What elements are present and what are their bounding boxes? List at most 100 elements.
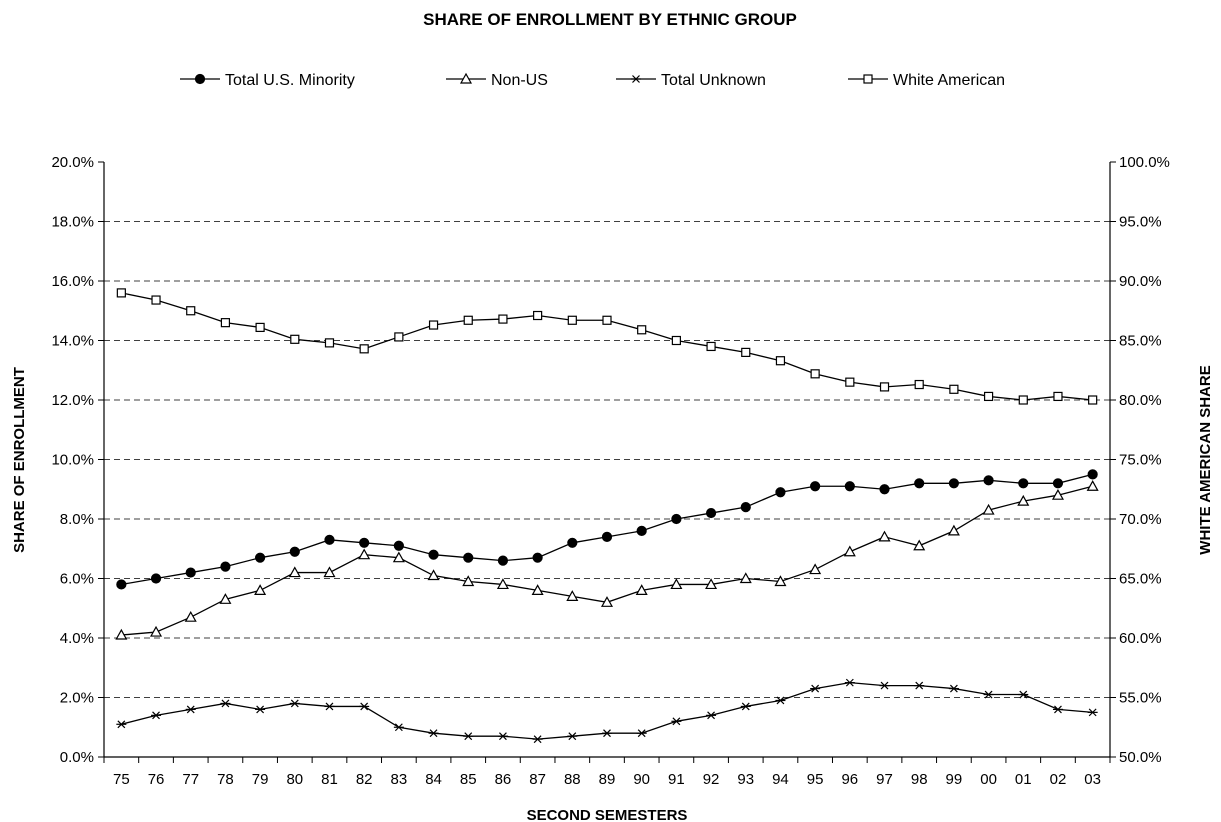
x-tick-label: 86	[495, 771, 512, 788]
y-tick-label: 8.0%	[60, 511, 94, 528]
data-point-non-us	[150, 625, 163, 637]
y-tick-label: 20.0%	[51, 154, 94, 171]
legend-item-white-american: White American	[848, 72, 1005, 89]
data-point-total-unknown	[185, 705, 196, 714]
data-point-total-u-s-minority	[879, 484, 890, 495]
data-point-white-american	[810, 369, 820, 379]
y-tick-label: 12.0%	[51, 392, 94, 409]
data-point-white-american	[220, 318, 231, 328]
data-point-white-american	[1053, 391, 1063, 402]
x-tick-label: 90	[633, 771, 650, 788]
data-point-total-unknown	[844, 678, 855, 687]
data-point-white-american	[602, 315, 612, 325]
data-point-non-us	[878, 530, 891, 542]
x-tick-label: 77	[182, 771, 199, 788]
x-tick-label: 89	[599, 771, 616, 788]
legend-label: Total U.S. Minority	[225, 72, 355, 89]
series-white-american	[116, 288, 1098, 405]
data-point-total-u-s-minority	[567, 537, 578, 548]
x-tick-label: 81	[321, 771, 338, 788]
data-point-total-unknown	[983, 690, 994, 699]
data-point-total-u-s-minority	[705, 507, 717, 519]
data-point-total-u-s-minority	[948, 478, 959, 489]
data-point-total-u-s-minority	[289, 546, 300, 557]
y2-axis-title: WHITE AMERICAN SHARE	[1197, 365, 1214, 554]
x-axis-ticks: 75 76 77 78 79 80 81 82 83 84 85 86 87 88 89 90 91 92 93 94…	[103, 757, 1111, 788]
data-point-non-us	[600, 596, 614, 607]
y-tick-label: 2.0%	[60, 690, 94, 707]
series-line-non-us	[121, 485, 1093, 636]
data-point-white-american	[567, 315, 577, 325]
x-tick-label: 00	[980, 771, 997, 788]
x-tick-label: 91	[668, 771, 685, 788]
data-point-total-u-s-minority	[740, 502, 751, 513]
data-point-total-u-s-minority	[116, 579, 127, 590]
data-point-non-us	[219, 593, 232, 604]
data-point-white-american	[671, 335, 681, 346]
x-tick-label: 85	[460, 771, 477, 788]
data-point-non-us	[1051, 488, 1064, 500]
y2-tick-label: 50.0%	[1119, 749, 1162, 766]
y-tick-label: 0.0%	[60, 749, 94, 766]
data-point-white-american	[463, 315, 473, 325]
data-point-white-american	[116, 288, 126, 298]
data-point-white-american	[845, 377, 855, 387]
data-point-total-u-s-minority	[220, 561, 231, 572]
x-tick-label: 96	[841, 771, 858, 788]
data-point-non-us	[531, 584, 544, 596]
data-point-non-us	[184, 610, 197, 622]
right-axis-ticks: 50.0% 55.0% 60.0% 65.0% 70.0% 75.0% 80.0% 85.0%…	[1110, 154, 1170, 766]
legend-marker	[194, 73, 206, 85]
left-axis-ticks: 0.0% 2.0% 4.0% 6.0% 8.0% 10.0% 12.0% 14.0% 16.0%…	[51, 154, 104, 766]
y-tick-label: 16.0%	[51, 273, 94, 290]
data-point-total-u-s-minority	[601, 531, 613, 542]
data-point-total-unknown	[810, 684, 821, 693]
data-point-total-unknown	[324, 702, 335, 711]
data-point-white-american	[533, 310, 543, 321]
y2-tick-label: 95.0%	[1119, 214, 1162, 231]
data-point-total-unknown	[602, 729, 612, 738]
y2-tick-label: 85.0%	[1119, 333, 1162, 350]
y-tick-label: 18.0%	[51, 214, 94, 231]
data-point-total-u-s-minority	[1087, 469, 1098, 480]
legend-marker	[863, 74, 873, 84]
data-point-white-american	[1018, 395, 1028, 405]
x-tick-label: 84	[425, 771, 442, 788]
series-total-unknown	[116, 678, 1098, 744]
x-tick-label: 98	[911, 771, 928, 788]
y2-tick-label: 75.0%	[1119, 452, 1162, 469]
data-point-total-u-s-minority	[532, 552, 543, 563]
data-point-total-u-s-minority	[983, 475, 994, 486]
data-point-white-american	[914, 379, 924, 390]
data-point-total-unknown	[706, 711, 717, 720]
series-total-u-s-minority	[116, 469, 1098, 590]
data-point-total-u-s-minority	[671, 513, 682, 525]
data-point-total-unknown	[463, 732, 474, 741]
legend: Total U.S. Minority Non-US Total Unknown Wh…	[180, 72, 1005, 89]
data-point-total-u-s-minority	[393, 540, 404, 551]
legend-item-non-us: Non-US	[446, 72, 548, 89]
x-tick-label: 79	[252, 771, 269, 788]
y2-tick-label: 90.0%	[1119, 273, 1162, 290]
data-point-total-unknown	[532, 735, 543, 744]
data-point-total-u-s-minority	[1018, 478, 1029, 489]
data-point-non-us	[635, 584, 648, 596]
series-line-total-unknown	[121, 681, 1093, 740]
data-point-white-american	[879, 382, 890, 392]
x-axis-title: SECOND SEMESTERS	[527, 807, 688, 822]
series-group	[115, 288, 1099, 744]
y2-tick-label: 55.0%	[1119, 690, 1162, 707]
data-point-white-american	[290, 334, 300, 344]
y2-tick-label: 60.0%	[1119, 630, 1162, 647]
x-tick-label: 92	[703, 771, 720, 788]
data-point-total-unknown	[428, 729, 439, 738]
x-tick-label: 01	[1015, 771, 1032, 788]
data-point-non-us	[843, 545, 856, 557]
data-point-white-american	[1088, 395, 1098, 405]
data-point-white-american	[324, 338, 335, 348]
data-point-non-us	[392, 551, 405, 563]
legend-marker	[631, 75, 641, 83]
data-point-non-us	[462, 575, 475, 587]
data-point-total-unknown	[1087, 708, 1098, 717]
data-point-total-u-s-minority	[150, 573, 162, 584]
